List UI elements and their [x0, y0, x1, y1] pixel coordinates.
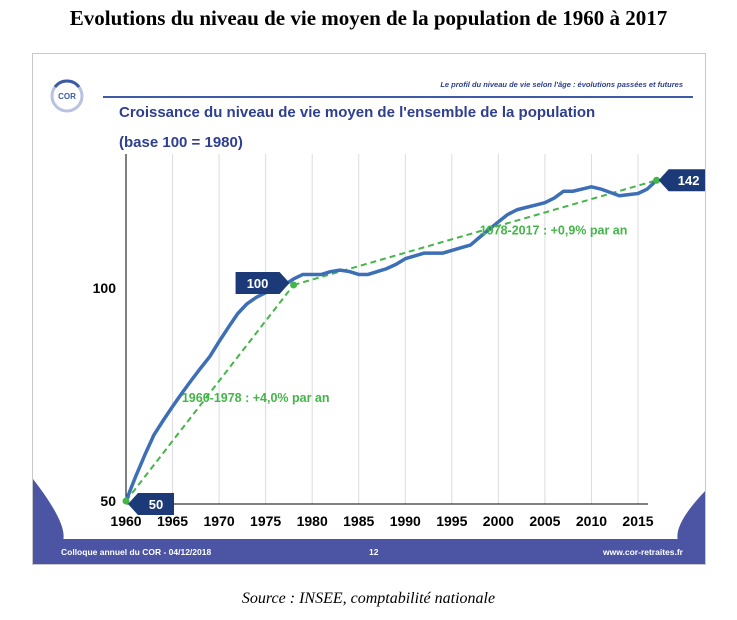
- header-note: Le profil du niveau de vie selon l'âge :…: [440, 80, 683, 89]
- data-label-box: [128, 493, 174, 515]
- data-label-text: 100: [247, 276, 269, 291]
- x-tick-label: 1995: [436, 513, 467, 529]
- header-divider: [103, 96, 693, 98]
- chart-subtitle: (base 100 = 1980): [119, 134, 243, 151]
- x-tick-label: 1965: [157, 513, 188, 529]
- cor-logo-icon: COR: [50, 79, 84, 113]
- x-tick-label: 1960: [110, 513, 141, 529]
- x-tick-label: 1980: [297, 513, 328, 529]
- x-tick-label: 2000: [483, 513, 514, 529]
- footer-band: [33, 539, 705, 564]
- logo-text: COR: [58, 92, 76, 101]
- y-tick-label: 50: [100, 493, 116, 509]
- series-line: [124, 178, 658, 502]
- trend-point: [290, 281, 298, 289]
- trend-point: [122, 497, 130, 505]
- data-label-box: [658, 169, 705, 192]
- trend-annotation: 1978-2017 : +0,9% par an: [480, 224, 628, 238]
- line-chart: 1960 1965 1970 1975 1980 1985 1990 1995 2000 2005…: [33, 154, 705, 541]
- corner-swoosh-right: [677, 491, 705, 541]
- trend-annotation: 1960-1978 : +4,0% par an: [182, 391, 330, 405]
- page-title: Evolutions du niveau de vie moyen de la …: [69, 6, 668, 30]
- footer-page-number: 12: [369, 547, 379, 557]
- x-tick-label: 1990: [390, 513, 421, 529]
- y-tick-label: 100: [93, 280, 117, 296]
- x-tick-label: 2015: [622, 513, 653, 529]
- data-label: 100: [235, 271, 290, 294]
- x-tick-label: 1975: [250, 513, 281, 529]
- x-tick-label: 1985: [343, 513, 374, 529]
- x-tick-label: 1970: [204, 513, 235, 529]
- trend-point: [653, 176, 661, 184]
- footer-left: Colloque annuel du COR - 04/12/2018: [61, 547, 212, 557]
- data-label: 50: [128, 493, 174, 515]
- trend-line: [125, 284, 295, 502]
- source-caption: Source : INSEE, comptabilité nationale: [241, 590, 496, 607]
- footer-url: www.cor-retraites.fr: [603, 547, 683, 557]
- data-label-box: [235, 271, 290, 294]
- data-label-text: 50: [149, 497, 163, 512]
- trend-line: [293, 179, 657, 286]
- slide: COR Le profil du niveau de vie selon l'â…: [32, 53, 706, 565]
- chart-title: Croissance du niveau de vie moyen de l'e…: [119, 104, 596, 121]
- x-tick-label: 2005: [529, 513, 560, 529]
- x-tick-label: 2010: [576, 513, 607, 529]
- data-label: 142: [658, 169, 705, 192]
- data-label-text: 142: [678, 173, 700, 188]
- corner-swoosh-left: [33, 479, 64, 541]
